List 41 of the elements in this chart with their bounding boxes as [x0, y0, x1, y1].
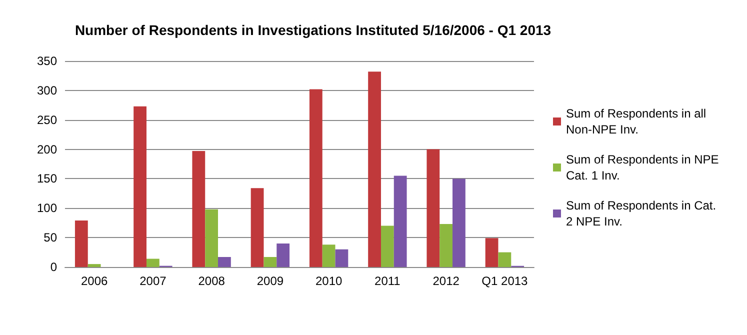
y-tick-label: 200	[36, 142, 58, 156]
x-tick-label: 2006	[80, 274, 108, 288]
bar	[74, 220, 88, 267]
bar	[452, 178, 466, 267]
bar	[309, 89, 322, 267]
bar	[250, 188, 264, 267]
bar	[276, 243, 290, 267]
y-tick-label: 250	[36, 112, 58, 127]
bar	[394, 176, 407, 267]
x-tick-label: 2008	[198, 274, 226, 288]
legend-label: Sum of Respondents in Cat. 2 NPE Inv.	[566, 198, 720, 228]
bar	[192, 151, 206, 267]
x-tick-label: 2009	[256, 274, 284, 288]
bar	[335, 249, 348, 267]
bar	[485, 238, 498, 267]
bar	[88, 264, 101, 267]
bar	[380, 226, 394, 267]
bar	[322, 244, 336, 267]
chart-title: Number of Respondents in Investigations Instituted 5/16/2006 - Q1 2013	[74, 22, 552, 38]
x-tick-label: 2011	[374, 274, 401, 288]
x-tick-label: 2007	[140, 274, 167, 288]
bar	[218, 256, 231, 267]
x-tick-label: 2010	[315, 274, 342, 288]
legend-label: Sum of Respondents in all Non-NPE Inv.	[566, 106, 710, 136]
y-tick-label: 100	[36, 201, 58, 216]
bar	[498, 252, 512, 267]
bar	[205, 209, 218, 267]
bar	[264, 256, 277, 267]
y-tick-label: 50	[44, 230, 58, 245]
bar	[426, 149, 440, 267]
y-tick-label: 350	[36, 54, 58, 68]
bar	[440, 224, 453, 267]
bar	[146, 258, 160, 267]
x-tick-label: Q1 2013	[482, 274, 528, 288]
y-tick-label: 0	[50, 260, 58, 274]
y-tick-label: 150	[36, 172, 58, 186]
x-tick-label: 2012	[432, 274, 460, 288]
bar	[368, 72, 381, 267]
y-tick-label: 300	[36, 83, 58, 98]
legend-label: Sum of Respondents in NPE Cat. 1 Inv.	[566, 152, 722, 182]
bar	[134, 106, 146, 267]
